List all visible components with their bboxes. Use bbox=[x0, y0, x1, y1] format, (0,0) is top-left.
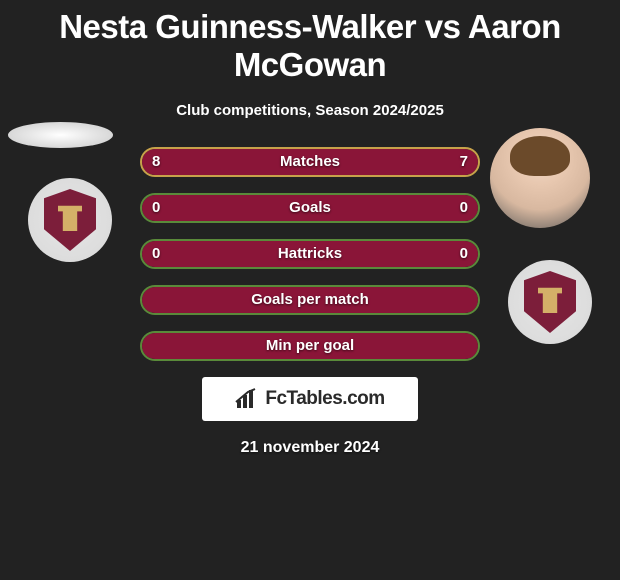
brand-box: FcTables.com bbox=[202, 377, 418, 421]
stat-label: Min per goal bbox=[142, 333, 478, 359]
bar-chart-icon bbox=[235, 388, 261, 410]
page-title: Nesta Guinness-Walker vs Aaron McGowan bbox=[0, 0, 620, 84]
stat-row: Goals per match bbox=[140, 285, 480, 315]
stats-container: 87Matches 00Goals 00Hattricks Goals per mat… bbox=[0, 147, 620, 361]
stat-row: 00Goals bbox=[140, 193, 480, 223]
stat-label: Hattricks bbox=[142, 241, 478, 267]
stat-label: Goals per match bbox=[142, 287, 478, 313]
stat-label: Goals bbox=[142, 195, 478, 221]
stat-row: 00Hattricks bbox=[140, 239, 480, 269]
stat-row: Min per goal bbox=[140, 331, 480, 361]
stat-row: 87Matches bbox=[140, 147, 480, 177]
subtitle: Club competitions, Season 2024/2025 bbox=[0, 102, 620, 119]
date-text: 21 november 2024 bbox=[0, 439, 620, 457]
brand-text: FcTables.com bbox=[265, 388, 384, 410]
stat-label: Matches bbox=[142, 149, 478, 175]
player-left-avatar bbox=[8, 122, 113, 148]
